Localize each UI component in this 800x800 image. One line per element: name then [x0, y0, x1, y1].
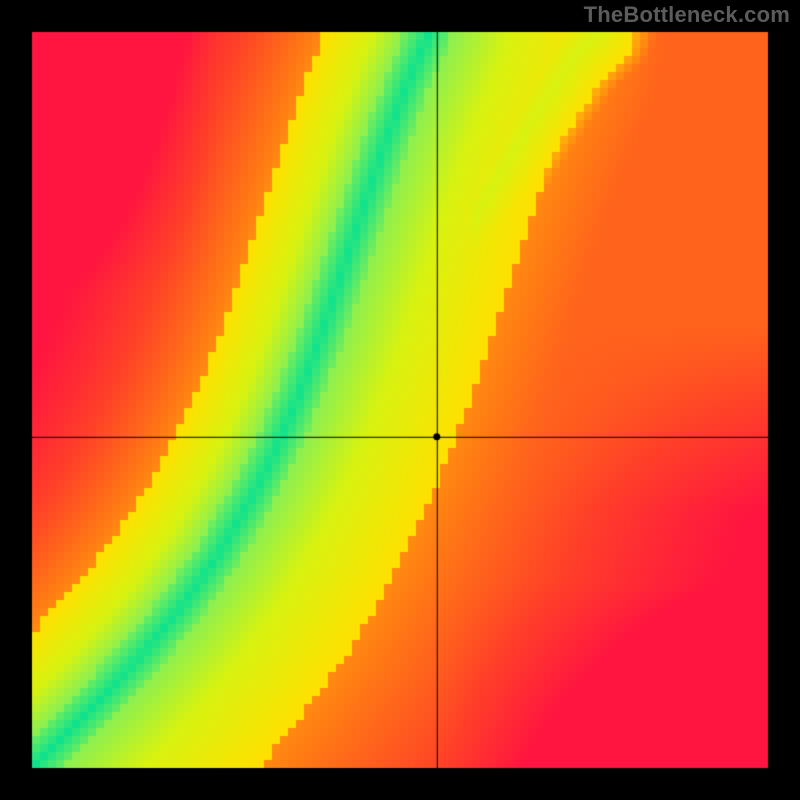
chart-container: TheBottleneck.com: [0, 0, 800, 800]
watermark-text: TheBottleneck.com: [584, 2, 790, 28]
bottleneck-heatmap-canvas: [0, 0, 800, 800]
